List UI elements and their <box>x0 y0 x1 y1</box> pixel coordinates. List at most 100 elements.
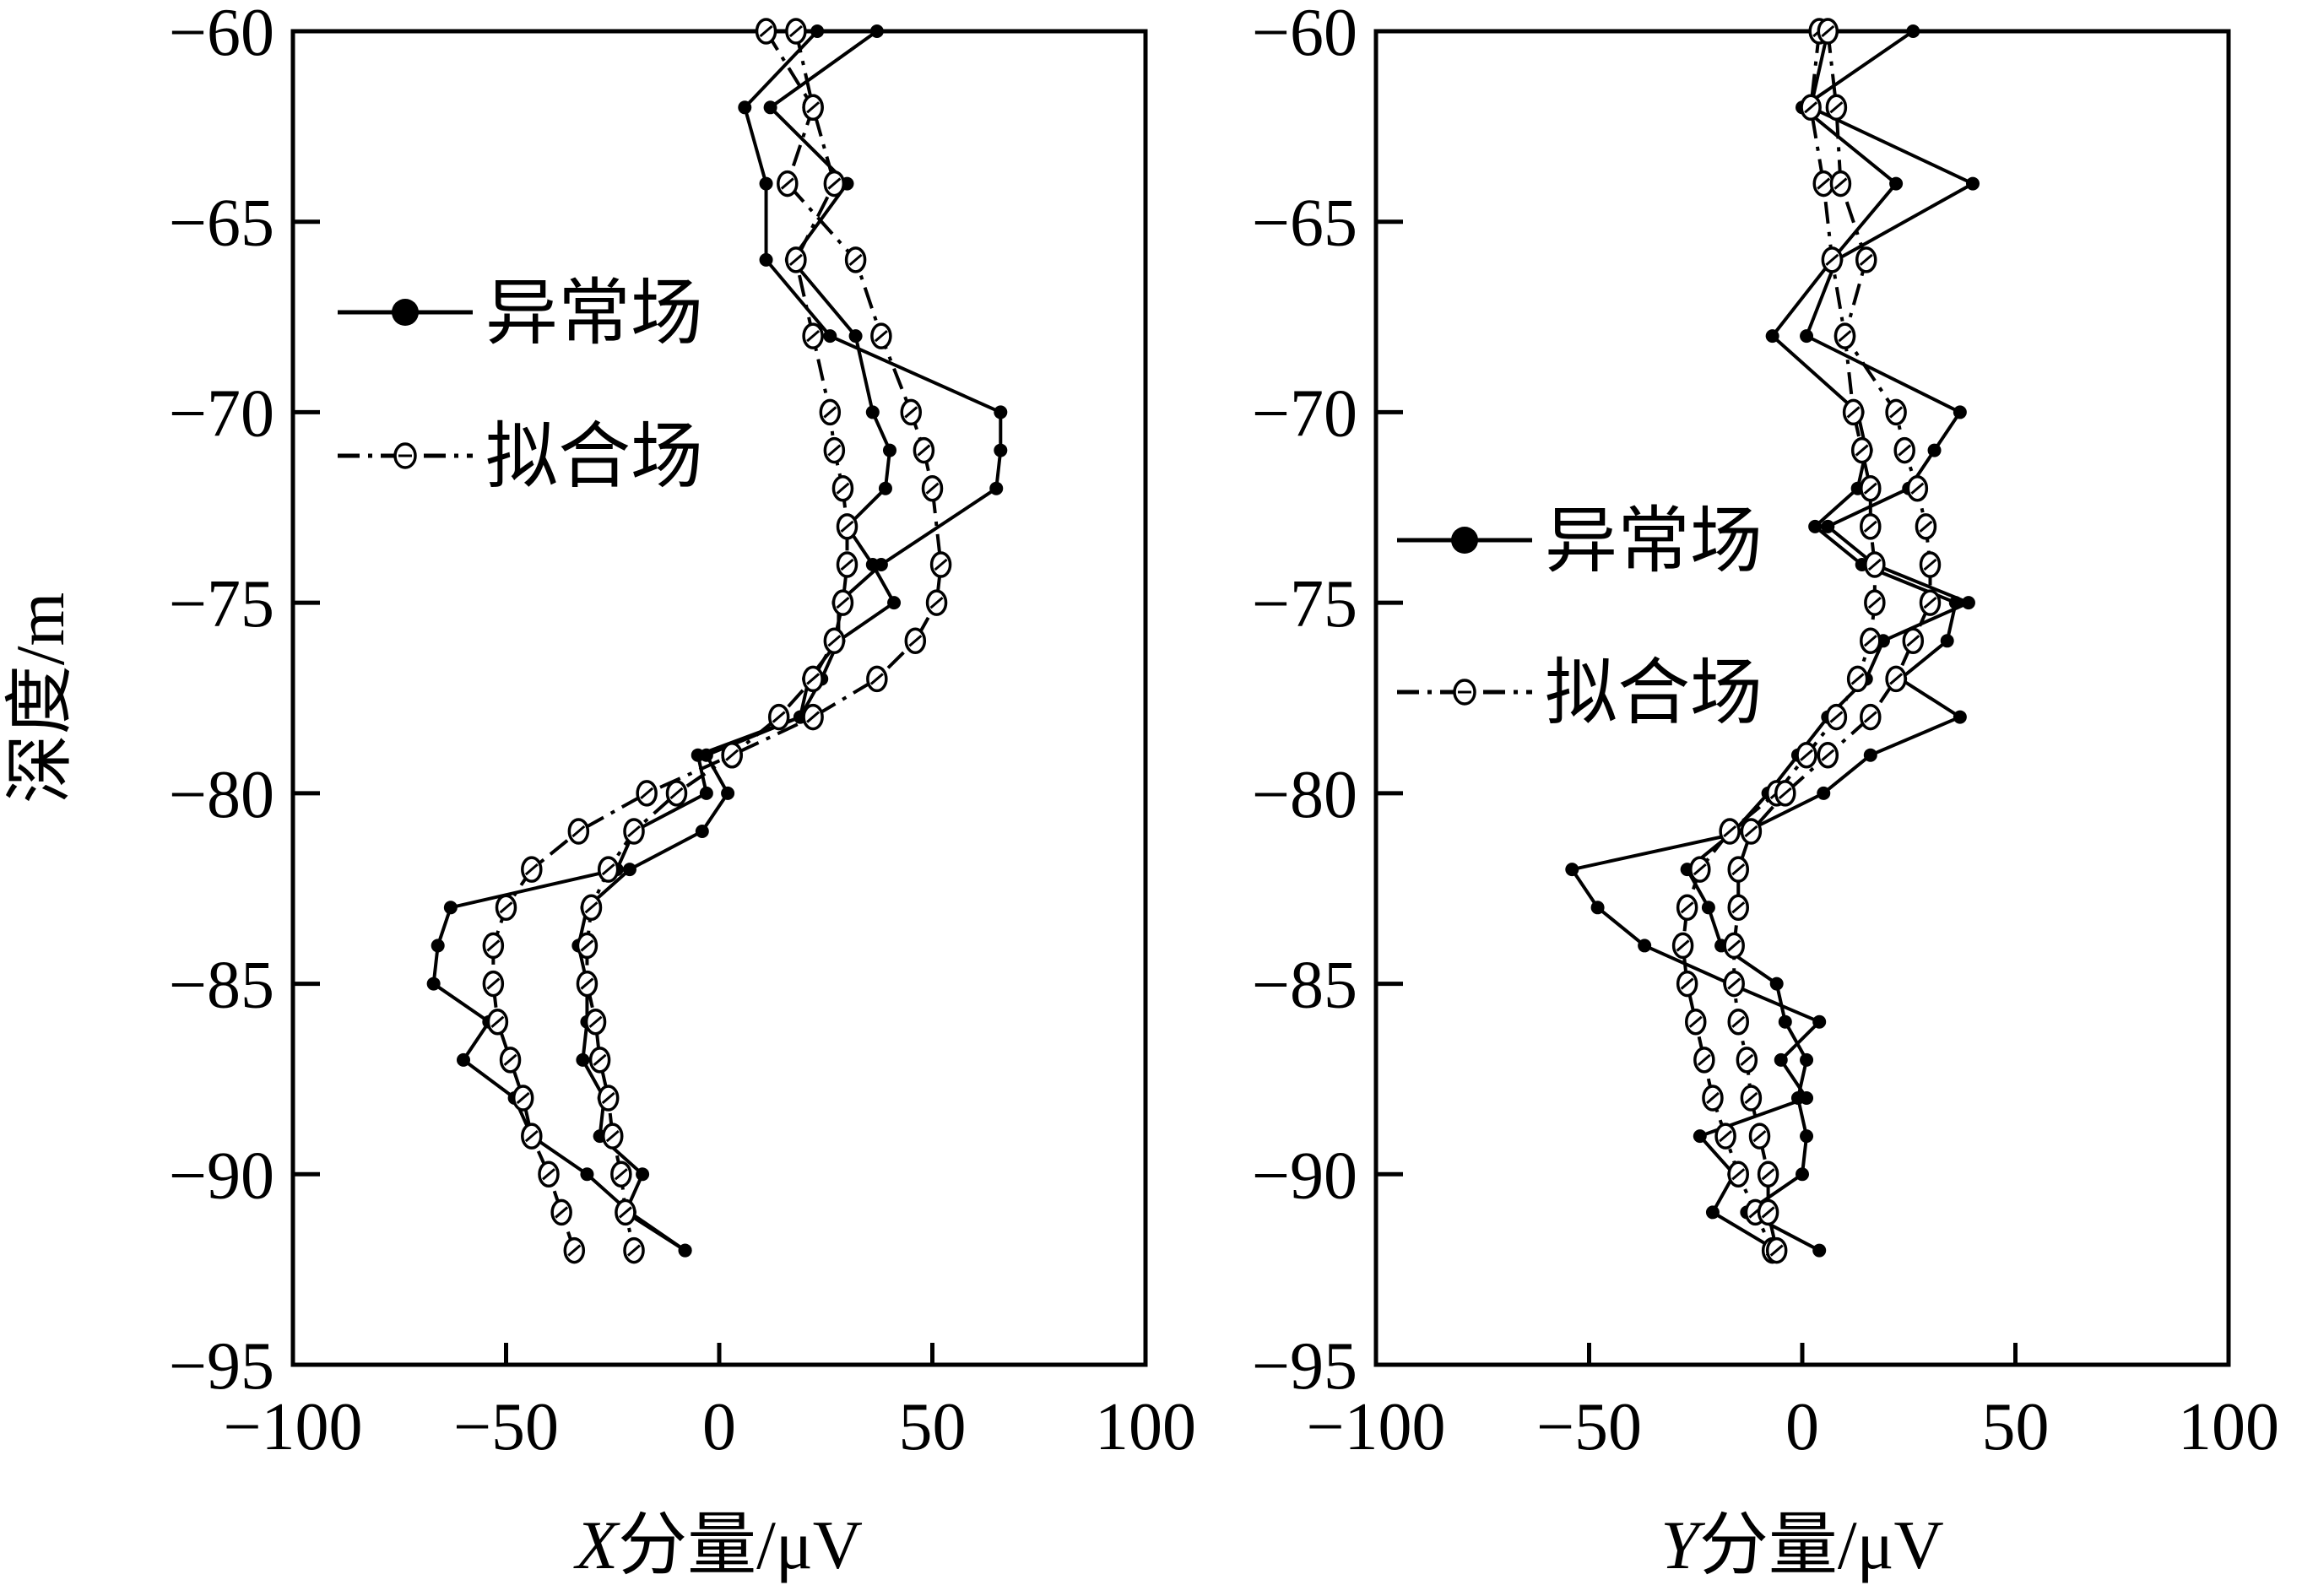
data-point <box>929 551 952 578</box>
data-point-slash <box>1829 101 1844 114</box>
data-point-slash <box>584 901 599 914</box>
data-point-slash <box>524 1130 539 1143</box>
data-point <box>1860 474 1882 502</box>
data-point <box>848 329 863 344</box>
legend-marker <box>392 299 419 326</box>
data-point-slash <box>1693 863 1707 876</box>
data-point <box>1817 786 1831 800</box>
data-point <box>431 939 445 953</box>
x-tick-label: 50 <box>899 1390 967 1464</box>
data-point <box>1727 1008 1749 1036</box>
data-point-slash <box>925 482 940 495</box>
x-tick-label: 50 <box>1982 1390 2050 1464</box>
data-point-slash <box>1898 444 1912 457</box>
data-point-slash <box>1910 482 1925 495</box>
data-point <box>588 1047 611 1074</box>
data-point-slash <box>1723 825 1737 838</box>
data-point <box>1590 901 1605 915</box>
data-point <box>1565 863 1579 877</box>
data-point <box>1676 970 1698 998</box>
data-point-slash <box>1821 749 1835 761</box>
series-2 <box>1680 24 1980 1258</box>
data-point-slash <box>827 635 842 647</box>
data-point <box>1825 94 1848 122</box>
data-point-slash <box>1850 673 1865 685</box>
data-point <box>1919 589 1942 616</box>
y-tick-label: −75 <box>169 567 274 641</box>
data-point-slash <box>1863 482 1877 495</box>
data-point <box>584 1008 607 1036</box>
data-point <box>495 894 517 922</box>
data-point-slash <box>1889 673 1904 685</box>
data-point <box>1701 901 1715 915</box>
chart-panel-2: −100 −50 0 50 100 −60 −65 −70 −75 −80 −85 −90 −95 Y分量… <box>1252 0 2279 1583</box>
data-point-slash <box>1719 1130 1733 1143</box>
data-point-slash <box>759 24 773 38</box>
data-point <box>767 703 790 731</box>
data-point-slash <box>806 101 821 114</box>
data-point-slash <box>486 939 501 952</box>
chart-panel-1: −100 −50 0 50 100 −60 −65 −70 −75 −80 −85 −90 −95 X分量… <box>2 0 1196 1583</box>
data-point <box>1864 551 1886 578</box>
data-point <box>550 1198 572 1226</box>
y-tick-label: −65 <box>1252 187 1357 261</box>
data-point <box>1774 1052 1788 1067</box>
data-point <box>1757 1160 1779 1188</box>
data-point-slash <box>1769 1244 1784 1257</box>
data-point <box>699 748 713 762</box>
data-point <box>1705 1205 1720 1220</box>
data-point <box>1829 170 1852 197</box>
data-point <box>443 901 458 915</box>
data-point <box>576 970 599 998</box>
data-point <box>785 246 807 273</box>
data-point-slash <box>836 482 850 495</box>
data-point-slash <box>1731 1015 1746 1028</box>
y-tick-label: −70 <box>1252 376 1357 451</box>
data-point <box>836 551 859 578</box>
data-point <box>636 780 658 807</box>
data-point-slash <box>567 1244 582 1257</box>
series-2 <box>571 24 902 1258</box>
data-point <box>1693 1129 1707 1144</box>
x-axis-title-unit: 分量/μV <box>618 1507 863 1583</box>
data-point <box>602 1123 624 1150</box>
data-point <box>925 589 948 616</box>
y-tick-label: −70 <box>169 376 274 451</box>
data-point <box>1638 939 1652 953</box>
x-tick-label: 100 <box>2178 1390 2279 1464</box>
data-point <box>836 513 859 540</box>
data-point <box>844 246 867 273</box>
data-point-slash <box>827 177 842 190</box>
y-tick-label: −65 <box>169 187 274 261</box>
legend-entry: 拟合场 <box>1397 651 1763 735</box>
data-point <box>823 436 846 464</box>
data-point <box>576 932 599 960</box>
y-tick-label: −95 <box>1252 1329 1357 1404</box>
series-4 <box>576 18 859 1264</box>
data-point-slash <box>1919 520 1933 533</box>
data-point <box>1748 1123 1771 1150</box>
data-point <box>823 329 837 344</box>
data-point <box>759 252 773 267</box>
legend-label: 拟合场 <box>1545 651 1763 735</box>
data-point <box>721 741 743 769</box>
data-point <box>1778 1014 1792 1029</box>
legend-marker <box>1451 527 1478 554</box>
data-point <box>1850 436 1873 464</box>
data-point <box>1727 856 1749 883</box>
data-point <box>1860 513 1882 540</box>
data-point-slash <box>1688 1015 1703 1028</box>
y-tick-label: −85 <box>1252 949 1357 1023</box>
x-axis-title-unit: 分量/μV <box>1699 1507 1944 1583</box>
y-tick-label: −85 <box>169 949 274 1023</box>
data-point <box>1671 932 1694 960</box>
data-point <box>1863 748 1877 762</box>
data-point <box>763 100 777 115</box>
data-point <box>576 1052 590 1067</box>
data-point-slash <box>1863 635 1877 647</box>
data-point <box>831 474 854 502</box>
legend-entry: 异常场 <box>338 271 703 355</box>
data-point <box>695 825 709 838</box>
data-point-slash <box>806 711 821 723</box>
